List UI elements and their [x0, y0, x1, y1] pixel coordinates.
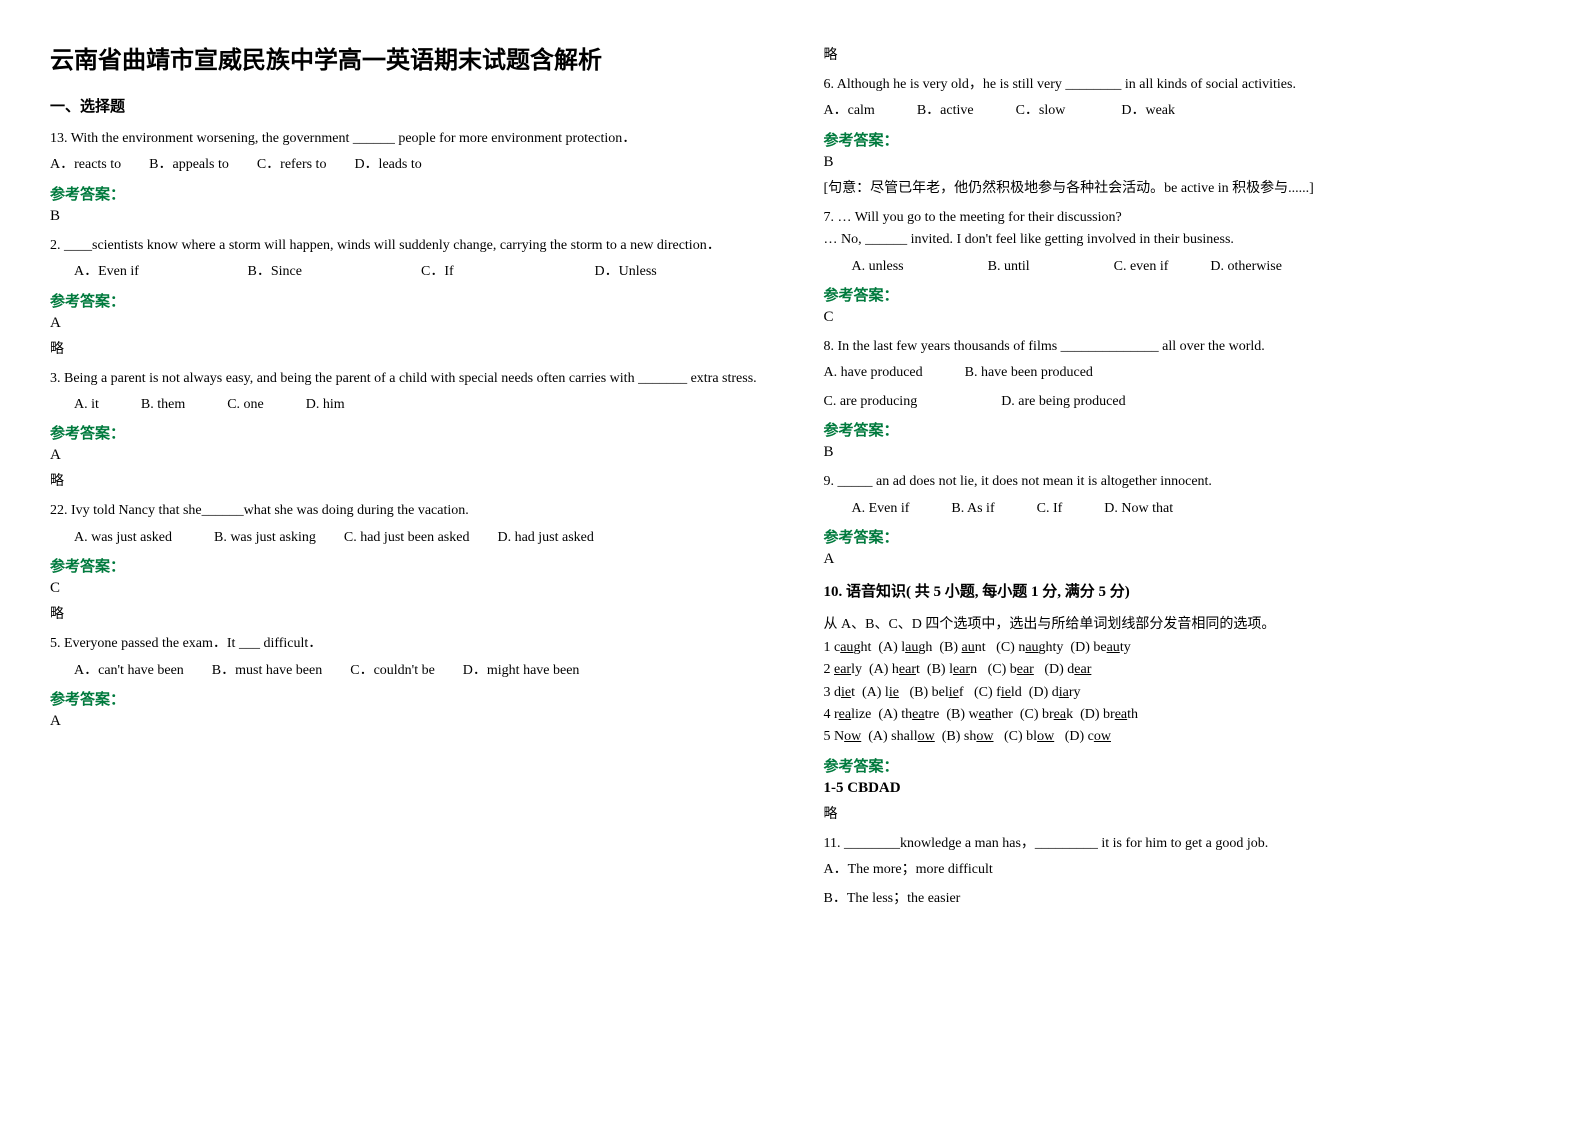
omit-note: 略 — [824, 44, 1538, 64]
question-2-opt-d: D．Unless — [595, 261, 657, 283]
answer-label: 参考答案： — [50, 688, 764, 709]
question-3-stem: 3. Being a parent is not always easy, an… — [50, 368, 764, 390]
question-7-stem: 7. … Will you go to the meeting for thei… — [824, 207, 1538, 252]
answer-label: 参考答案： — [50, 183, 764, 204]
left-column: 云南省曲靖市宣威民族中学高一英语期末试题含解析 一、选择题 13. With t… — [50, 40, 764, 1082]
question-7-options: A. unless B. until C. even if D. otherwi… — [824, 256, 1538, 278]
question-8-options-b: C. are producing D. are being produced — [824, 391, 1538, 413]
answer-label: 参考答案： — [50, 555, 764, 576]
question-13-stem: 13. With the environment worsening, the … — [50, 128, 764, 150]
question-2-opt-c: C．If — [421, 261, 591, 283]
question-9-stem: 9. _____ an ad does not lie, it does not… — [824, 471, 1538, 493]
answer-label: 参考答案： — [824, 755, 1538, 776]
question-11-opt-a: A．The more；more difficult — [824, 859, 1538, 881]
question-7-answer: C — [824, 309, 1538, 326]
question-3-options: A. it B. them C. one D. him — [50, 394, 764, 416]
answer-label: 参考答案： — [824, 284, 1538, 305]
question-7-line2: … No, ______ invited. I don't feel like … — [824, 229, 1538, 251]
q10-item-3: 3 diet (A) lie (B) belief (C) field (D) … — [824, 682, 1538, 704]
question-13-answer: B — [50, 208, 764, 225]
question-7-line1: 7. … Will you go to the meeting for thei… — [824, 207, 1538, 229]
question-5-options: A．can't have been B．must have been C．cou… — [50, 660, 764, 682]
answer-label: 参考答案： — [50, 422, 764, 443]
question-8-stem: 8. In the last few years thousands of fi… — [824, 336, 1538, 358]
answer-label: 参考答案： — [50, 290, 764, 311]
question-10-instr: 从 A、B、C、D 四个选项中，选出与所给单词划线部分发音相同的选项。 — [824, 613, 1538, 633]
question-22-options: A. was just asked B. was just asking C. … — [50, 527, 764, 549]
question-2-options: A．Even if B．Since C．If D．Unless — [50, 261, 764, 283]
question-22-answer: C — [50, 580, 764, 597]
question-22-stem: 22. Ivy told Nancy that she______what sh… — [50, 500, 764, 522]
q10-item-4: 4 realize (A) theatre (B) weather (C) br… — [824, 704, 1538, 726]
question-9-answer: A — [824, 551, 1538, 568]
question-10-answer: 1-5 CBDAD — [824, 780, 1538, 797]
question-13-options: A．reacts to B．appeals to C．refers to D．l… — [50, 154, 764, 176]
question-8-options-a: A. have produced B. have been produced — [824, 362, 1538, 384]
question-3-answer: A — [50, 447, 764, 464]
omit-note: 略 — [824, 803, 1538, 823]
question-6-explain: [句意：尽管已年老，他仍然积极地参与各种社会活动。be active in 积极… — [824, 177, 1538, 197]
q10-item-5: 5 Now (A) shallow (B) show (C) blow (D) … — [824, 726, 1538, 748]
answer-label: 参考答案： — [824, 129, 1538, 150]
question-6-stem: 6. Although he is very old，he is still v… — [824, 74, 1538, 96]
omit-note: 略 — [50, 603, 764, 623]
q10-item-2: 2 early (A) heart (B) learn (C) bear (D)… — [824, 659, 1538, 681]
section-heading: 一、选择题 — [50, 95, 764, 116]
omit-note: 略 — [50, 338, 764, 358]
question-6-options: A．calm B．active C．slow D．weak — [824, 100, 1538, 122]
question-2-opt-b: B．Since — [248, 261, 418, 283]
question-2-stem: 2. ____scientists know where a storm wil… — [50, 235, 764, 257]
answer-label: 参考答案： — [824, 526, 1538, 547]
q10-item-1: 1 caught (A) laugh (B) aunt (C) naughty … — [824, 637, 1538, 659]
question-6-answer: B — [824, 154, 1538, 171]
question-2-answer: A — [50, 315, 764, 332]
page-title: 云南省曲靖市宣威民族中学高一英语期末试题含解析 — [50, 40, 764, 75]
question-10-items: 1 caught (A) laugh (B) aunt (C) naughty … — [824, 637, 1538, 749]
answer-label: 参考答案： — [824, 419, 1538, 440]
question-8-answer: B — [824, 444, 1538, 461]
omit-note: 略 — [50, 470, 764, 490]
question-11-stem: 11. ________knowledge a man has，________… — [824, 833, 1538, 855]
question-5-stem: 5. Everyone passed the exam．It ___ diffi… — [50, 633, 764, 655]
question-5-answer: A — [50, 713, 764, 730]
right-column: 略 6. Although he is very old，he is still… — [824, 40, 1538, 1082]
question-10-head: 10. 语音知识( 共 5 小题, 每小题 1 分, 满分 5 分) — [824, 580, 1538, 601]
question-2-opt-a: A．Even if — [74, 261, 244, 283]
question-9-options: A. Even if B. As if C. If D. Now that — [824, 498, 1538, 520]
question-11-opt-b: B．The less；the easier — [824, 888, 1538, 910]
